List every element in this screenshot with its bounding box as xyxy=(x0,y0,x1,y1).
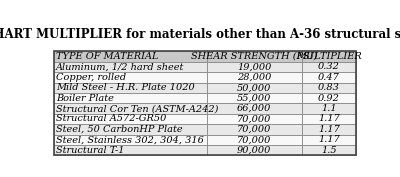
Bar xyxy=(206,103,302,114)
Text: 55,000: 55,000 xyxy=(237,94,271,103)
Text: 70,000: 70,000 xyxy=(237,125,271,134)
Text: Steel, 50 CarbonHP Plate: Steel, 50 CarbonHP Plate xyxy=(56,125,183,134)
Bar xyxy=(206,114,302,124)
Bar xyxy=(302,135,356,145)
Bar xyxy=(54,62,206,72)
Text: 28,000: 28,000 xyxy=(237,73,271,82)
Text: 70,000: 70,000 xyxy=(237,135,271,144)
Bar xyxy=(206,93,302,103)
Bar xyxy=(302,51,356,62)
Text: 0.83: 0.83 xyxy=(318,83,340,92)
Bar xyxy=(206,62,302,72)
Bar xyxy=(206,51,302,62)
Text: 19,000: 19,000 xyxy=(237,62,271,71)
Bar xyxy=(54,72,206,82)
Text: Structural T-1: Structural T-1 xyxy=(56,146,125,155)
Bar xyxy=(54,93,206,103)
Text: 90,000: 90,000 xyxy=(237,146,271,155)
Text: 0.47: 0.47 xyxy=(318,73,340,82)
Bar xyxy=(206,135,302,145)
Bar xyxy=(302,93,356,103)
Bar xyxy=(302,72,356,82)
Text: TYPE OF MATERIAL: TYPE OF MATERIAL xyxy=(56,52,159,61)
Text: 1.1: 1.1 xyxy=(321,104,337,113)
Text: 0.92: 0.92 xyxy=(318,94,340,103)
Bar xyxy=(54,51,206,62)
Text: Boiler Plate: Boiler Plate xyxy=(56,94,114,103)
Bar xyxy=(302,145,356,155)
Bar xyxy=(206,124,302,135)
Bar xyxy=(302,62,356,72)
Bar xyxy=(54,114,206,124)
Bar xyxy=(54,103,206,114)
Text: 50,000: 50,000 xyxy=(237,83,271,92)
Text: Structural Cor Ten (ASTM-A242): Structural Cor Ten (ASTM-A242) xyxy=(56,104,218,113)
Text: 70,000: 70,000 xyxy=(237,115,271,124)
Bar xyxy=(54,82,206,93)
Text: 1.5: 1.5 xyxy=(321,146,337,155)
Text: CHART MULTIPLIER for materials other than A-36 structural steel: CHART MULTIPLIER for materials other tha… xyxy=(0,28,400,41)
Text: SHEAR STRENGTH (PSI): SHEAR STRENGTH (PSI) xyxy=(191,52,317,61)
Text: Structural A572-GR50: Structural A572-GR50 xyxy=(56,115,166,124)
Text: Aluminum, 1/2 hard sheet: Aluminum, 1/2 hard sheet xyxy=(56,62,184,71)
Bar xyxy=(206,82,302,93)
Bar xyxy=(302,82,356,93)
Bar xyxy=(302,103,356,114)
Text: 1.17: 1.17 xyxy=(318,125,340,134)
Bar xyxy=(206,145,302,155)
Text: 1.17: 1.17 xyxy=(318,115,340,124)
Bar xyxy=(302,124,356,135)
Text: 1.17: 1.17 xyxy=(318,135,340,144)
Text: Copper, rolled: Copper, rolled xyxy=(56,73,126,82)
Bar xyxy=(54,135,206,145)
Text: 66,000: 66,000 xyxy=(237,104,271,113)
Bar xyxy=(54,51,356,155)
Bar xyxy=(206,72,302,82)
Text: Mild Steel - H.R. Plate 1020: Mild Steel - H.R. Plate 1020 xyxy=(56,83,195,92)
Bar xyxy=(54,145,206,155)
Text: MULTIPLIER: MULTIPLIER xyxy=(296,52,362,61)
Bar xyxy=(302,114,356,124)
Bar xyxy=(54,124,206,135)
Text: Steel, Stainless 302, 304, 316: Steel, Stainless 302, 304, 316 xyxy=(56,135,204,144)
Text: 0.32: 0.32 xyxy=(318,62,340,71)
